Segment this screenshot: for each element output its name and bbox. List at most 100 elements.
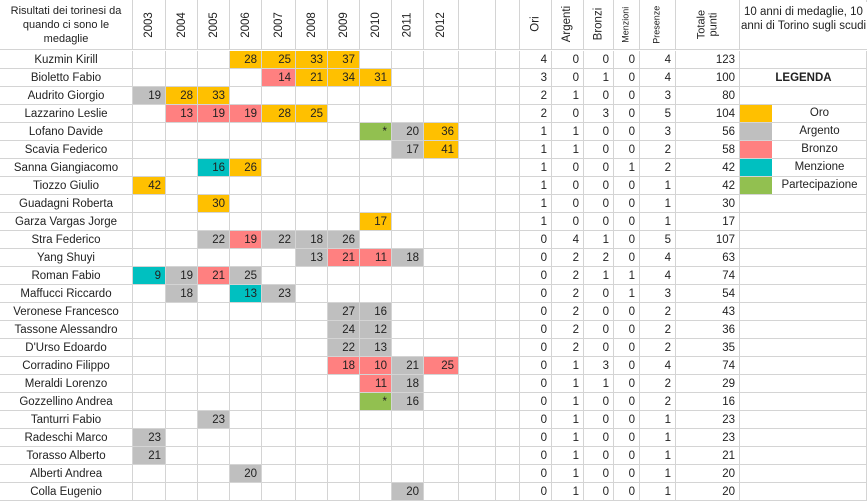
spacer-cell[interactable] (459, 285, 496, 303)
score-cell-oro[interactable]: 30 (198, 195, 230, 213)
stat-cell[interactable]: 0 (614, 429, 640, 447)
stat-cell[interactable]: 0 (614, 411, 640, 429)
score-cell[interactable] (133, 141, 166, 159)
score-cell[interactable] (262, 87, 296, 105)
score-cell[interactable] (198, 321, 230, 339)
score-cell[interactable] (360, 159, 392, 177)
score-cell[interactable] (360, 87, 392, 105)
score-cell-oro[interactable]: 28 (166, 87, 198, 105)
athlete-name[interactable]: Meraldi Lorenzo (0, 375, 133, 393)
stat-cell[interactable]: 35 (676, 339, 740, 357)
side-cell[interactable] (740, 303, 867, 321)
stat-cell[interactable]: 2 (520, 87, 552, 105)
spacer-cell[interactable] (496, 213, 520, 231)
score-cell[interactable] (133, 483, 166, 501)
score-cell[interactable] (328, 411, 360, 429)
spacer-cell[interactable] (496, 267, 520, 285)
stat-cell[interactable]: 2 (552, 267, 584, 285)
spacer-cell[interactable] (459, 321, 496, 339)
score-cell[interactable] (296, 483, 328, 501)
score-cell[interactable] (424, 105, 459, 123)
athlete-name[interactable]: Alberti Andrea (0, 465, 133, 483)
score-cell[interactable] (424, 483, 459, 501)
side-cell[interactable] (740, 339, 867, 357)
stat-cell[interactable]: 4 (552, 231, 584, 249)
score-cell[interactable] (424, 87, 459, 105)
stat-cell[interactable]: 1 (640, 213, 676, 231)
score-cell[interactable] (392, 195, 424, 213)
score-cell[interactable] (133, 465, 166, 483)
spacer-cell[interactable] (459, 267, 496, 285)
score-cell-oro[interactable]: 33 (198, 87, 230, 105)
spacer-cell[interactable] (496, 303, 520, 321)
score-cell-argento[interactable]: 27 (328, 303, 360, 321)
side-cell[interactable] (740, 213, 867, 231)
stat-cell[interactable]: 4 (520, 51, 552, 69)
score-cell[interactable] (166, 69, 198, 87)
spacer-cell[interactable] (496, 141, 520, 159)
score-cell[interactable] (166, 321, 198, 339)
score-cell[interactable] (392, 321, 424, 339)
stat-cell[interactable]: 1 (552, 411, 584, 429)
score-cell[interactable] (392, 267, 424, 285)
stat-cell[interactable]: 0 (584, 195, 614, 213)
stat-cell[interactable]: 0 (584, 303, 614, 321)
athlete-name[interactable]: Guadagni Roberta (0, 195, 133, 213)
stat-cell[interactable]: 0 (552, 195, 584, 213)
score-cell[interactable] (328, 375, 360, 393)
score-cell[interactable] (424, 195, 459, 213)
stat-cell[interactable]: 0 (614, 177, 640, 195)
score-cell-argento[interactable]: 24 (328, 321, 360, 339)
header-stat-4[interactable]: Presenze (640, 0, 676, 50)
stat-cell[interactable]: 2 (520, 105, 552, 123)
score-cell[interactable] (392, 51, 424, 69)
stat-cell[interactable]: 0 (520, 375, 552, 393)
header-year-2012[interactable]: 2012 (424, 0, 459, 50)
score-cell[interactable] (262, 339, 296, 357)
score-cell[interactable] (230, 483, 262, 501)
stat-cell[interactable]: 4 (640, 357, 676, 375)
stat-cell[interactable]: 1 (614, 267, 640, 285)
score-cell-argento[interactable]: 22 (262, 231, 296, 249)
stat-cell[interactable]: 29 (676, 375, 740, 393)
score-cell[interactable] (133, 321, 166, 339)
stat-cell[interactable]: 2 (584, 249, 614, 267)
stat-cell[interactable]: 3 (640, 87, 676, 105)
header-year-2007[interactable]: 2007 (262, 0, 296, 50)
score-cell[interactable] (296, 177, 328, 195)
score-cell[interactable] (424, 411, 459, 429)
score-cell-argento[interactable]: 13 (296, 249, 328, 267)
score-cell[interactable] (328, 159, 360, 177)
spacer-cell[interactable] (459, 429, 496, 447)
score-cell[interactable] (328, 141, 360, 159)
stat-cell[interactable]: 3 (640, 123, 676, 141)
stat-cell[interactable]: 100 (676, 69, 740, 87)
score-cell[interactable] (133, 393, 166, 411)
score-cell[interactable] (392, 87, 424, 105)
athlete-name[interactable]: Scavia Federico (0, 141, 133, 159)
athlete-name[interactable]: Lazzarino Leslie (0, 105, 133, 123)
stat-cell[interactable]: 1 (520, 213, 552, 231)
score-cell[interactable] (424, 429, 459, 447)
score-cell-oro[interactable]: 41 (424, 141, 459, 159)
stat-cell[interactable]: 0 (614, 195, 640, 213)
score-cell[interactable] (262, 465, 296, 483)
score-cell[interactable] (360, 285, 392, 303)
score-cell[interactable] (360, 411, 392, 429)
score-cell-argento[interactable]: 12 (360, 321, 392, 339)
score-cell[interactable] (198, 285, 230, 303)
score-cell[interactable] (133, 411, 166, 429)
score-cell[interactable] (133, 123, 166, 141)
header-year-2008[interactable]: 2008 (296, 0, 328, 50)
score-cell[interactable] (296, 393, 328, 411)
spacer-cell[interactable] (496, 483, 520, 501)
stat-cell[interactable]: 0 (614, 51, 640, 69)
score-cell-argento[interactable]: 18 (392, 375, 424, 393)
stat-cell[interactable]: 0 (614, 69, 640, 87)
stat-cell[interactable]: 2 (552, 321, 584, 339)
stat-cell[interactable]: 1 (520, 177, 552, 195)
score-cell[interactable] (328, 267, 360, 285)
score-cell-argento[interactable]: 21 (392, 357, 424, 375)
score-cell[interactable] (392, 231, 424, 249)
stat-cell[interactable]: 0 (614, 339, 640, 357)
